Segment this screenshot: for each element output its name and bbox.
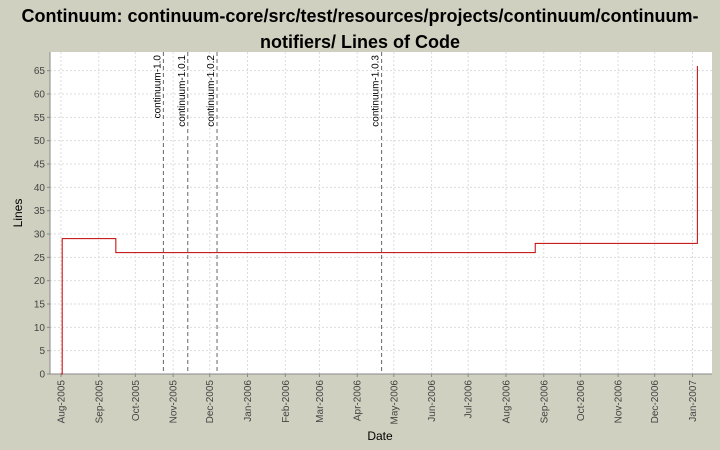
step-line xyxy=(60,66,698,375)
x-tick-label: Aug-2005 xyxy=(56,380,67,424)
x-tick-label: Sep-2005 xyxy=(94,380,105,424)
x-tick-label: Nov-2006 xyxy=(614,380,625,424)
x-tick-label: Jul-2006 xyxy=(464,380,475,419)
y-tick-label: 45 xyxy=(34,160,46,171)
y-tick-label: 0 xyxy=(39,370,45,381)
x-tick-label: Mar-2006 xyxy=(315,380,326,423)
y-tick-label: 65 xyxy=(34,66,46,77)
y-tick-label: 30 xyxy=(34,230,46,241)
y-tick-label: 55 xyxy=(34,113,46,124)
x-axis-label: Date xyxy=(367,429,393,443)
plot-area xyxy=(50,52,712,374)
marker-label: continuum-1.0.3 xyxy=(371,55,382,127)
y-tick-label: 15 xyxy=(34,300,46,311)
marker-label: continuum-1.0 xyxy=(152,55,163,119)
marker-label: continuum-1.0.2 xyxy=(206,55,217,127)
x-tick-label: Sep-2006 xyxy=(539,380,550,424)
y-tick-label: 40 xyxy=(34,183,46,194)
x-tick-label: Aug-2006 xyxy=(501,380,512,424)
x-tick-label: Dec-2006 xyxy=(650,380,661,424)
x-tick-label: Oct-2006 xyxy=(576,380,587,422)
y-tick-label: 5 xyxy=(39,346,45,357)
x-tick-label: Nov-2005 xyxy=(169,380,180,424)
y-axis-label: Lines xyxy=(11,199,25,228)
x-tick-label: Jun-2006 xyxy=(427,380,438,422)
y-tick-label: 10 xyxy=(34,323,46,334)
x-tick-label: Dec-2005 xyxy=(205,380,216,424)
x-tick-label: Oct-2005 xyxy=(131,380,142,422)
x-tick-label: Jan-2007 xyxy=(688,380,699,422)
marker-label: continuum-1.0.1 xyxy=(177,55,188,127)
y-tick-label: 35 xyxy=(34,206,46,217)
y-tick-label: 50 xyxy=(34,136,46,147)
chart-title: Continuum: continuum-core/src/test/resou… xyxy=(21,6,699,52)
y-tick-label: 20 xyxy=(34,276,46,287)
x-tick-label: Apr-2006 xyxy=(353,380,364,422)
x-tick-label: Feb-2006 xyxy=(281,380,292,423)
y-tick-label: 60 xyxy=(34,90,46,101)
x-tick-label: Jan-2006 xyxy=(243,380,254,422)
x-tick-label: May-2006 xyxy=(389,380,400,425)
y-tick-label: 25 xyxy=(34,253,46,264)
